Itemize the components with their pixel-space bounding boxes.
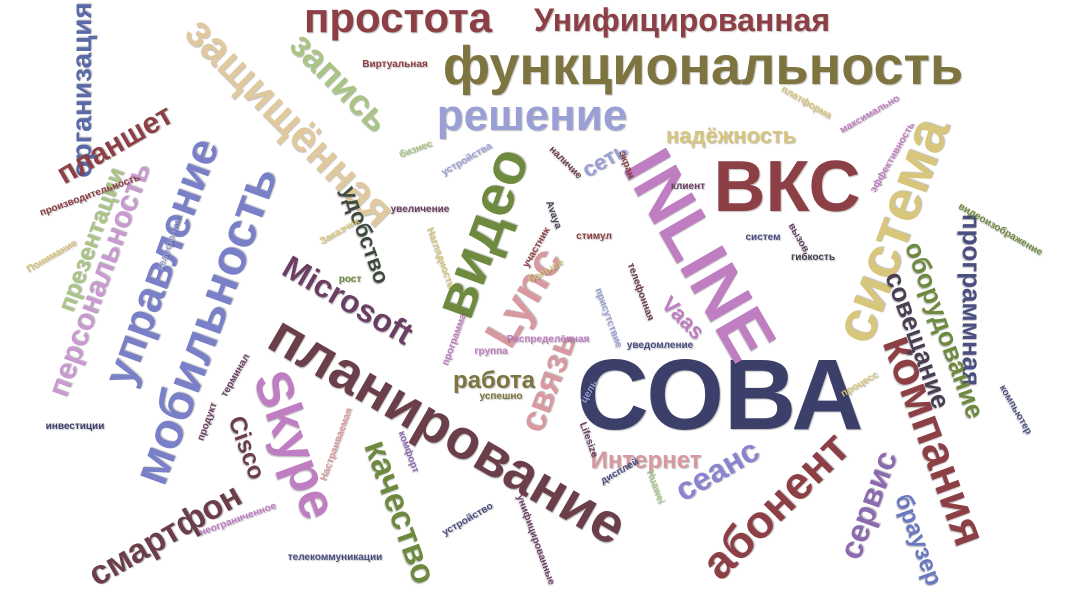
word-investments: инвестиции	[45, 421, 105, 432]
word-stimulus: стимул	[576, 231, 612, 242]
word-notification: уведомление	[626, 340, 694, 351]
word-increase: увеличение	[390, 204, 450, 215]
word-quality: качество	[356, 434, 444, 590]
word-smartphone: смартфон	[81, 476, 249, 594]
word-phone: телефонная	[624, 261, 656, 323]
word-device: устройство	[440, 500, 496, 539]
word-successfully: успешно	[479, 391, 523, 402]
word-growth: рост	[338, 274, 362, 285]
word-solution: решение	[436, 91, 628, 140]
word-simplicity: простота	[303, 0, 493, 41]
word-client: клиент	[670, 181, 706, 192]
word-group: группа	[474, 346, 508, 357]
word-flexibility: гибкость	[791, 252, 835, 263]
word-business: бизнес	[397, 138, 434, 161]
word-telecom: телекоммуникации	[287, 552, 383, 563]
word-virtual: Виртуальная	[362, 59, 428, 70]
word-computer: компьютер	[996, 383, 1035, 437]
word-distributed: Распределённая	[506, 334, 590, 345]
word-reliability: надёжность	[665, 123, 797, 148]
word-avaya: Avaya	[543, 199, 564, 231]
word-functionality: функциональность	[442, 36, 964, 96]
word-unified: Унифицированная	[534, 2, 830, 38]
word-vks: ВКС	[713, 147, 861, 227]
word-systems: систем	[745, 232, 781, 243]
word-sova: СОВА	[576, 339, 864, 451]
word-work: работа	[453, 367, 535, 394]
word-huawei: Huawei	[644, 468, 667, 506]
word-internet: Интернет	[590, 447, 702, 474]
word-program: программа	[440, 312, 469, 368]
